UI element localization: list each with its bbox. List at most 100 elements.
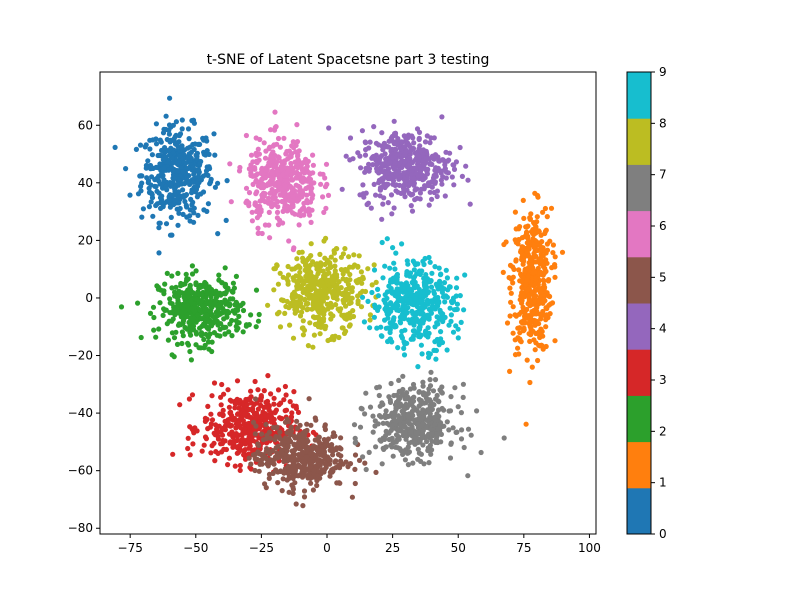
data-point — [439, 157, 445, 163]
data-point — [294, 418, 300, 424]
data-point — [349, 285, 355, 291]
data-point — [150, 304, 157, 310]
data-point — [266, 160, 272, 166]
data-point — [404, 310, 410, 316]
data-point — [415, 173, 421, 179]
cluster-7 — [351, 369, 507, 479]
data-point — [416, 135, 422, 141]
data-point — [253, 287, 260, 293]
data-point — [530, 230, 536, 236]
data-point — [231, 431, 238, 437]
data-point — [294, 308, 300, 314]
data-point — [432, 421, 438, 427]
data-point — [255, 406, 261, 412]
data-point — [338, 306, 344, 312]
data-point — [283, 151, 289, 157]
data-point — [370, 429, 376, 435]
data-point — [252, 200, 258, 206]
data-point — [392, 324, 398, 330]
data-point — [424, 438, 430, 445]
data-point — [305, 283, 311, 289]
y-tick: −40 — [68, 406, 100, 420]
data-point — [510, 274, 516, 280]
data-point — [448, 298, 455, 305]
data-point — [336, 289, 342, 295]
data-point — [274, 450, 280, 456]
data-point — [355, 298, 361, 304]
data-point — [308, 464, 314, 470]
data-point — [382, 263, 388, 269]
data-point — [520, 293, 526, 299]
data-point — [179, 126, 185, 132]
data-point — [504, 320, 511, 326]
data-point — [520, 261, 526, 267]
data-point — [229, 317, 235, 324]
data-point — [352, 466, 358, 472]
cluster-9 — [359, 236, 468, 370]
data-point — [322, 424, 328, 430]
data-point — [280, 476, 286, 482]
data-point — [306, 396, 312, 402]
data-point — [383, 444, 389, 450]
data-point — [196, 291, 202, 297]
data-point — [207, 300, 213, 307]
data-point — [256, 311, 262, 318]
y-tick-label: 40 — [78, 176, 93, 190]
data-point — [311, 279, 318, 285]
data-point — [525, 223, 531, 229]
data-point — [182, 298, 188, 304]
data-point — [508, 299, 514, 305]
data-point — [355, 277, 361, 283]
data-point — [191, 171, 197, 177]
data-point — [420, 258, 426, 264]
data-point — [550, 250, 556, 256]
data-point — [178, 145, 185, 151]
data-point — [193, 268, 199, 274]
data-point — [418, 410, 425, 416]
data-point — [299, 206, 305, 212]
x-tick: 25 — [385, 534, 400, 555]
data-point — [289, 410, 295, 416]
data-point — [365, 200, 371, 206]
data-point — [238, 447, 244, 453]
data-point — [190, 179, 196, 185]
colorbar-tick-label: 6 — [659, 219, 667, 233]
data-point — [301, 488, 308, 494]
scatter-points — [112, 95, 566, 509]
data-point — [338, 435, 344, 441]
data-point — [291, 433, 298, 439]
data-point — [169, 273, 175, 279]
data-point — [147, 146, 153, 152]
data-point — [366, 145, 372, 151]
colorbar-tick: 7 — [651, 168, 667, 182]
data-point — [295, 157, 301, 163]
data-point — [366, 166, 373, 172]
data-point — [263, 456, 269, 462]
data-point — [160, 130, 167, 136]
data-point — [190, 199, 196, 205]
data-point — [150, 213, 156, 219]
data-point — [174, 161, 180, 167]
data-point — [224, 178, 230, 184]
data-point — [336, 480, 342, 486]
data-point — [211, 131, 217, 137]
data-point — [525, 273, 531, 279]
data-point — [417, 190, 423, 196]
data-point — [240, 329, 246, 335]
data-point — [448, 394, 454, 400]
data-point — [300, 318, 306, 324]
data-point — [226, 404, 232, 410]
data-point — [328, 311, 334, 317]
data-point — [361, 194, 367, 200]
data-point — [232, 310, 238, 316]
data-point — [432, 179, 438, 185]
data-point — [272, 454, 279, 460]
data-point — [200, 135, 206, 141]
data-point — [223, 301, 229, 307]
data-point — [463, 163, 469, 169]
data-point — [258, 414, 264, 420]
data-point — [228, 409, 234, 415]
data-point — [352, 262, 358, 268]
colorbar-segment-5 — [627, 256, 651, 304]
data-point — [234, 378, 241, 384]
